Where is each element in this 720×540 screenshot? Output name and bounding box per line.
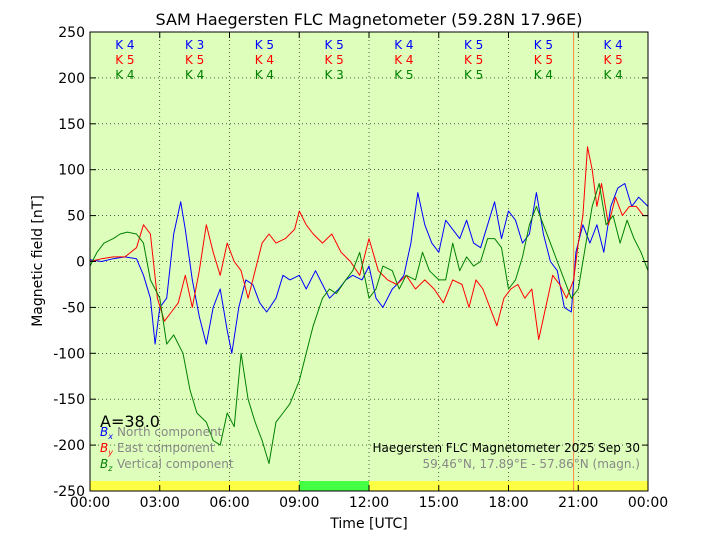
k-index-label: K 5 (255, 38, 274, 52)
x-tick-label: 12:00 (349, 495, 389, 511)
k-index-label: K 5 (464, 68, 483, 82)
status-segment (90, 481, 300, 491)
k-index-label: K 5 (115, 53, 134, 67)
y-tick-labels: -250 -200 -150 -100 -50 0 50 100 150 200 250 (53, 25, 85, 500)
station-note: Haegersten FLC Magnetometer 2025 Sep 30 (372, 441, 640, 455)
chart-title: SAM Haegersten FLC Magnetometer (59.28N … (156, 10, 583, 29)
legend: Bx North component By East component Bz Verti… (100, 425, 234, 473)
legend-symbol: Bx (100, 425, 113, 441)
k-index-label: K 5 (464, 38, 483, 52)
x-tick-label: 15:00 (419, 495, 459, 511)
x-tick-label: 06:00 (209, 495, 249, 511)
x-axis-label: Time [UTC] (329, 516, 407, 532)
k-index-label: K 5 (394, 68, 413, 82)
y-axis-label: Magnetic field [nT] (30, 195, 46, 327)
legend-label: North component (117, 425, 223, 439)
x-tick-label: 03:00 (140, 495, 180, 511)
k-index-label: K 5 (324, 53, 343, 67)
k-index-label: K 5 (534, 53, 553, 67)
grid-lines (90, 32, 648, 491)
legend-label: Vertical component (117, 457, 234, 471)
x-tick-label: 09:00 (279, 495, 319, 511)
series-line-east (89, 146, 648, 340)
series-line-vertical (89, 183, 649, 464)
k-index-label: K 4 (255, 68, 274, 82)
y-tick-label: 50 (67, 209, 85, 225)
y-tick-label: -150 (53, 392, 85, 408)
k-index-label: K 5 (464, 53, 483, 67)
coords-note: 59.46°N, 17.89°E - 57.86°N (magn.) (423, 457, 640, 471)
k-index-label: K 4 (255, 53, 274, 67)
y-tick-label: -250 (53, 484, 85, 500)
data-series (89, 146, 649, 464)
y-tick-label: 100 (58, 163, 85, 179)
y-tick-label: 150 (58, 117, 85, 133)
k-index-label: K 5 (185, 53, 204, 67)
k-index-label: K 3 (185, 38, 204, 52)
status-segment (299, 481, 369, 491)
y-tick-label: 250 (58, 25, 85, 41)
y-tick-label: -50 (62, 300, 85, 316)
k-index-label: K 5 (534, 38, 553, 52)
x-tick-labels: 00:00 03:00 06:00 09:00 12:00 15:00 18:00 21:00… (70, 495, 668, 511)
legend-symbol: By (100, 441, 113, 457)
legend-label: East component (117, 441, 215, 455)
a-index: A=38.0 (100, 412, 160, 431)
k-index-label: K 4 (394, 38, 413, 52)
y-tick-label: 200 (58, 71, 85, 87)
axis-ticks (89, 31, 649, 492)
x-tick-label: 18:00 (488, 495, 528, 511)
k-index-label: K 4 (534, 68, 553, 82)
k-index-label: K 4 (115, 38, 134, 52)
k-index-label: K 4 (185, 68, 204, 82)
y-tick-label: -100 (53, 346, 85, 362)
x-tick-label: 21:00 (558, 495, 598, 511)
k-index-label: K 4 (394, 53, 413, 67)
k-index-label: K 4 (603, 38, 622, 52)
x-tick-label: 00:00 (70, 495, 110, 511)
y-tick-label: -200 (53, 438, 85, 454)
k-index-label: K 4 (603, 68, 622, 82)
legend-symbol: Bz (100, 457, 113, 473)
k-index-label: K 3 (324, 68, 343, 82)
y-tick-label: 0 (76, 255, 85, 271)
series-line-north (89, 183, 649, 354)
k-index-label: K 5 (603, 53, 622, 67)
k-index-label: K 5 (324, 38, 343, 52)
x-tick-label: 00:00 (628, 495, 668, 511)
k-index-label: K 4 (115, 68, 134, 82)
